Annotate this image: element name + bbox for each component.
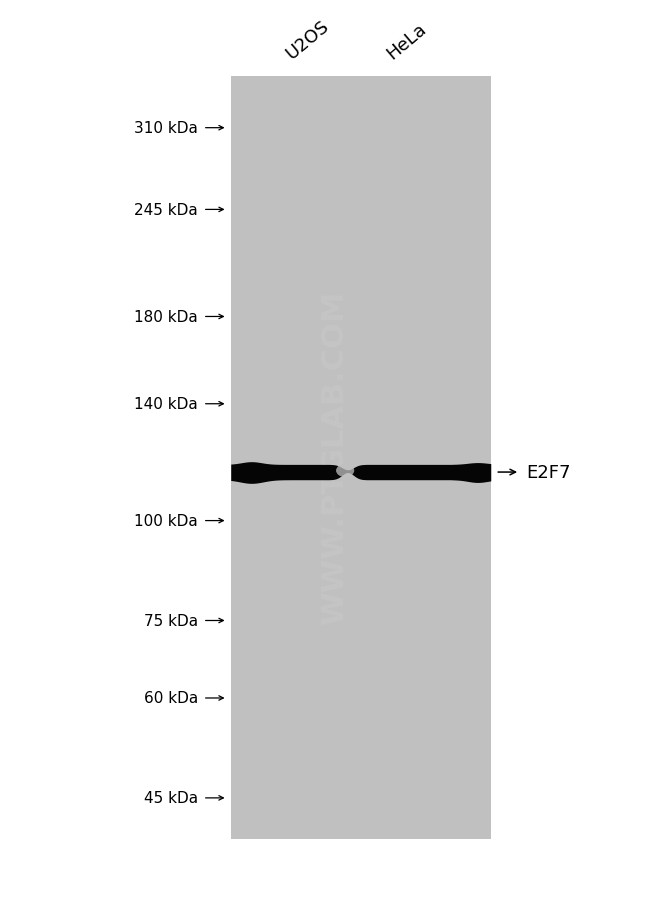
Text: 245 kDa: 245 kDa: [135, 203, 198, 217]
Text: 310 kDa: 310 kDa: [135, 121, 198, 136]
Text: E2F7: E2F7: [526, 464, 571, 482]
Text: 75 kDa: 75 kDa: [144, 613, 198, 629]
Text: HeLa: HeLa: [384, 20, 430, 63]
Text: U2OS: U2OS: [283, 17, 333, 63]
Text: 180 kDa: 180 kDa: [135, 309, 198, 325]
Text: WWW.PTGLAB.COM: WWW.PTGLAB.COM: [320, 290, 349, 625]
Text: 45 kDa: 45 kDa: [144, 790, 198, 805]
Text: 60 kDa: 60 kDa: [144, 691, 198, 705]
Ellipse shape: [336, 465, 354, 477]
Text: 100 kDa: 100 kDa: [135, 513, 198, 529]
Text: 140 kDa: 140 kDa: [135, 397, 198, 412]
Bar: [231, 77, 491, 839]
